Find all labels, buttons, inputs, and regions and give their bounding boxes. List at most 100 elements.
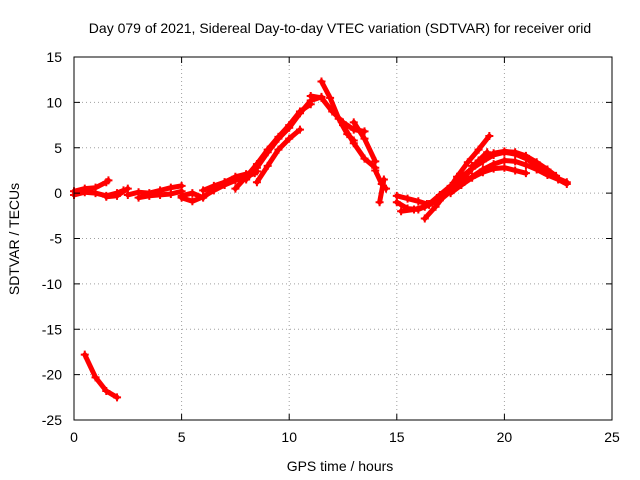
y-tick-label: -5 — [50, 231, 63, 247]
series-track-o — [339, 121, 380, 172]
data-point-marker — [263, 161, 272, 170]
data-point-marker — [166, 190, 175, 199]
data-point-marker — [285, 134, 294, 143]
data-point-marker — [80, 188, 89, 197]
y-tick-label: 15 — [46, 49, 62, 65]
data-point-marker — [521, 151, 530, 160]
data-point-marker — [562, 180, 571, 189]
x-tick-label: 5 — [178, 429, 186, 445]
series-track-n — [317, 77, 358, 145]
data-point-marker — [511, 166, 520, 175]
grid-lines — [74, 57, 612, 420]
data-point-marker — [485, 131, 494, 140]
data-point-marker — [209, 181, 218, 190]
data-point-marker — [511, 148, 520, 157]
data-point-marker — [371, 166, 380, 175]
data-point-marker — [532, 158, 541, 167]
series-track — [82, 352, 120, 400]
data-point-marker — [102, 386, 111, 395]
data-point-marker — [188, 189, 197, 198]
data-point-marker — [349, 139, 358, 148]
series-track-f — [134, 187, 186, 202]
data-point-marker — [134, 193, 143, 202]
data-point-marker — [414, 197, 423, 206]
data-point-marker — [156, 190, 165, 199]
data-point-marker — [113, 393, 122, 402]
data-point-marker — [379, 175, 388, 184]
data-point-marker — [403, 194, 412, 203]
x-tick-label: 25 — [604, 429, 620, 445]
data-point-marker — [371, 157, 380, 166]
series-track-r — [375, 175, 388, 207]
data-point-marker — [274, 134, 283, 143]
series-track — [340, 122, 378, 171]
data-point-marker — [468, 161, 477, 170]
data-point-marker — [231, 184, 240, 193]
data-point-marker — [80, 350, 89, 359]
series-track-y — [446, 163, 530, 198]
y-axis-label: SDTVAR / TECUs — [6, 183, 22, 295]
data-point-marker — [326, 93, 335, 102]
y-tick-label: 10 — [46, 94, 62, 110]
data-point-marker — [306, 92, 315, 101]
x-tick-label: 10 — [281, 429, 297, 445]
data-point-marker — [104, 176, 113, 185]
data-point-marker — [543, 165, 552, 174]
data-point-marker — [457, 180, 466, 189]
data-tracks — [70, 77, 571, 402]
data-point-marker — [474, 145, 483, 154]
series-track — [394, 193, 430, 207]
data-point-marker — [468, 173, 477, 182]
axis-ticks: 0 5 10 15 20 25 -25 -20 -15 -10 -5 0 5 10 15 — [42, 49, 620, 445]
data-point-marker — [177, 193, 186, 202]
data-point-marker — [521, 160, 530, 169]
data-point-marker — [435, 196, 444, 205]
series-track-u — [397, 148, 492, 216]
series-track-p — [349, 118, 380, 166]
data-point-marker — [375, 198, 384, 207]
data-point-marker — [500, 163, 509, 172]
x-tick-label: 20 — [497, 429, 513, 445]
data-point-marker — [420, 202, 429, 211]
data-point-marker — [431, 202, 440, 211]
data-point-marker — [425, 200, 434, 209]
data-point-marker — [489, 149, 498, 158]
data-point-marker — [478, 154, 487, 163]
data-point-marker — [489, 164, 498, 173]
y-tick-label: -15 — [42, 321, 62, 337]
data-point-marker — [199, 186, 208, 195]
data-point-marker — [446, 189, 455, 198]
data-point-marker — [231, 172, 240, 181]
data-point-marker — [334, 114, 343, 123]
chart-title: Day 079 of 2021, Sidereal Day-to-day VTE… — [89, 20, 591, 36]
series-track-z — [468, 147, 561, 180]
data-point-marker — [274, 145, 283, 154]
data-point-marker — [410, 205, 419, 214]
data-point-marker — [285, 123, 294, 132]
data-point-marker — [500, 156, 509, 165]
data-point-marker — [123, 190, 132, 199]
data-point-marker — [91, 189, 100, 198]
data-point-marker — [349, 118, 358, 127]
data-point-marker — [317, 77, 326, 86]
data-point-marker — [339, 121, 347, 130]
series-track — [243, 94, 324, 182]
x-tick-label: 15 — [389, 429, 405, 445]
y-tick-label: 5 — [54, 140, 62, 156]
series-track-d — [80, 350, 122, 402]
data-point-marker — [457, 172, 466, 181]
series-track-k — [242, 92, 326, 184]
data-point-marker — [252, 163, 261, 172]
x-tick-label: 0 — [70, 429, 78, 445]
data-point-marker — [552, 171, 561, 180]
y-tick-label: -20 — [42, 367, 62, 383]
data-point-marker — [263, 148, 272, 157]
data-point-marker — [295, 125, 304, 134]
data-point-marker — [242, 175, 251, 184]
data-point-marker — [500, 147, 509, 156]
x-axis-label: GPS time / hours — [287, 458, 394, 474]
y-tick-label: -10 — [42, 276, 62, 292]
data-point-marker — [392, 198, 401, 207]
data-point-marker — [463, 158, 472, 167]
